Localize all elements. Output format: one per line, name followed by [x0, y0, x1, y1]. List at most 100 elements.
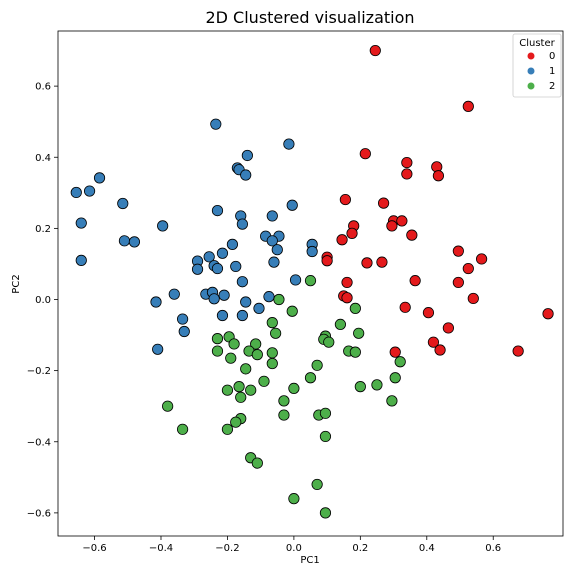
scatter-point-cluster-2 — [319, 407, 332, 419]
scatter-point-cluster-1 — [240, 296, 252, 308]
scatter-point-cluster-1 — [157, 220, 169, 232]
scatter-point-cluster-2 — [323, 336, 335, 348]
scatter-point-cluster-0 — [389, 346, 401, 358]
scatter-point-cluster-1 — [150, 296, 162, 308]
scatter-point-cluster-1 — [236, 218, 248, 230]
scatter-point-cluster-2 — [225, 352, 237, 364]
scatter-point-cluster-1 — [236, 276, 248, 288]
y-tick-label: 0.4 — [35, 153, 51, 164]
scatter-point-cluster-0 — [442, 322, 454, 334]
scatter-point-cluster-1 — [168, 288, 180, 300]
scatter-point-cluster-0 — [341, 292, 353, 304]
scatter-point-cluster-0 — [386, 220, 398, 232]
x-tick-label: 0.0 — [286, 543, 302, 554]
scatter-point-cluster-2 — [211, 345, 224, 357]
scatter-point-cluster-2 — [235, 391, 247, 403]
scatter-point-cluster-2 — [251, 457, 263, 469]
scatter-point-cluster-0 — [377, 197, 390, 209]
y-tick-label: 0.0 — [35, 295, 51, 306]
legend-box — [512, 33, 562, 98]
points-layer — [70, 44, 554, 519]
scatter-point-cluster-1 — [178, 325, 190, 338]
y-ticks: −0.6 −0.4 −0.2 0.0 0.2 0.4 0.6 — [27, 82, 58, 519]
scatter-point-cluster-1 — [253, 302, 265, 314]
scatter-point-cluster-0 — [369, 44, 381, 57]
scatter-point-cluster-2 — [311, 359, 323, 371]
scatter-point-cluster-0 — [399, 301, 411, 313]
scatter-point-cluster-1 — [289, 274, 302, 286]
scatter-point-cluster-1 — [191, 263, 204, 275]
scatter-point-cluster-0 — [401, 156, 413, 169]
scatter-point-cluster-1 — [230, 260, 242, 273]
scatter-point-cluster-1 — [203, 251, 215, 263]
scatter-point-cluster-0 — [341, 276, 353, 289]
scatter-point-cluster-2 — [386, 395, 398, 407]
scatter-point-cluster-1 — [176, 313, 189, 325]
scatter-point-cluster-2 — [311, 478, 323, 491]
y-tick-label: −0.2 — [27, 366, 51, 377]
scatter-point-cluster-2 — [176, 423, 189, 435]
scatter-point-cluster-1 — [152, 343, 164, 355]
scatter-point-cluster-2 — [270, 327, 282, 339]
scatter-point-cluster-2 — [233, 381, 245, 393]
legend-marker-cluster-2 — [527, 82, 535, 90]
x-tick-label: 0.2 — [352, 543, 368, 554]
scatter-point-cluster-2 — [266, 357, 278, 370]
scatter-point-cluster-1 — [266, 235, 278, 247]
scatter-point-cluster-2 — [371, 379, 383, 391]
scatter-point-cluster-0 — [462, 262, 474, 275]
scatter-point-cluster-2 — [266, 317, 278, 329]
legend-marker-cluster-1 — [527, 67, 535, 75]
scatter-point-cluster-2 — [354, 381, 366, 393]
scatter-point-cluster-0 — [542, 308, 554, 320]
x-tick-label: −0.2 — [215, 543, 239, 554]
scatter-point-cluster-0 — [339, 193, 351, 206]
scatter-point-cluster-1 — [93, 172, 106, 184]
scatter-point-cluster-2 — [245, 384, 257, 396]
scatter-point-cluster-0 — [422, 307, 435, 319]
scatter-point-cluster-1 — [226, 238, 239, 250]
scatter-point-cluster-1 — [128, 236, 141, 248]
scatter-point-cluster-2 — [349, 302, 361, 314]
x-tick-label: −0.6 — [82, 543, 106, 554]
y-axis-label: PC2 — [11, 274, 22, 293]
scatter-point-cluster-0 — [321, 255, 333, 267]
scatter-point-cluster-0 — [409, 275, 421, 287]
y-tick-label: −0.4 — [27, 437, 51, 448]
legend: Cluster 0 1 2 — [512, 33, 562, 98]
scatter-point-cluster-2 — [304, 372, 317, 384]
scatter-point-cluster-0 — [512, 345, 524, 357]
scatter-point-cluster-2 — [288, 382, 300, 395]
x-ticks: −0.6 −0.4 −0.2 0.0 0.2 0.4 0.6 — [82, 536, 501, 554]
scatter-point-cluster-0 — [359, 148, 371, 160]
plot-frame — [57, 30, 564, 537]
scatter-point-cluster-1 — [241, 149, 253, 162]
scatter-point-cluster-1 — [210, 118, 222, 130]
scatter-point-cluster-1 — [117, 197, 129, 210]
scatter-point-cluster-2 — [319, 507, 332, 519]
scatter-point-cluster-1 — [266, 210, 278, 222]
scatter-point-cluster-0 — [467, 292, 479, 305]
scatter-point-cluster-2 — [394, 356, 406, 368]
scatter-point-cluster-1 — [240, 169, 252, 181]
scatter-point-cluster-1 — [306, 245, 318, 258]
chart-title: 2D Clustered visualization — [205, 8, 414, 27]
scatter-point-cluster-2 — [334, 318, 346, 330]
legend-label-cluster-1: 1 — [549, 66, 555, 77]
scatter-point-cluster-2 — [266, 347, 278, 359]
scatter-point-cluster-1 — [236, 309, 248, 322]
scatter-point-cluster-0 — [462, 100, 474, 112]
scatter-point-cluster-2 — [288, 493, 300, 505]
scatter-point-cluster-2 — [273, 293, 285, 306]
scatter-point-cluster-2 — [250, 338, 262, 350]
y-tick-label: 0.6 — [35, 82, 51, 93]
scatter-point-cluster-2 — [389, 372, 401, 384]
legend-label-cluster-2: 2 — [549, 81, 555, 92]
scatter-point-cluster-2 — [221, 384, 234, 396]
scatter-point-cluster-2 — [278, 409, 290, 421]
scatter-point-cluster-0 — [396, 215, 408, 227]
scatter-point-cluster-0 — [427, 336, 440, 348]
scatter-point-cluster-1 — [75, 254, 87, 266]
scatter-point-cluster-2 — [349, 346, 361, 358]
